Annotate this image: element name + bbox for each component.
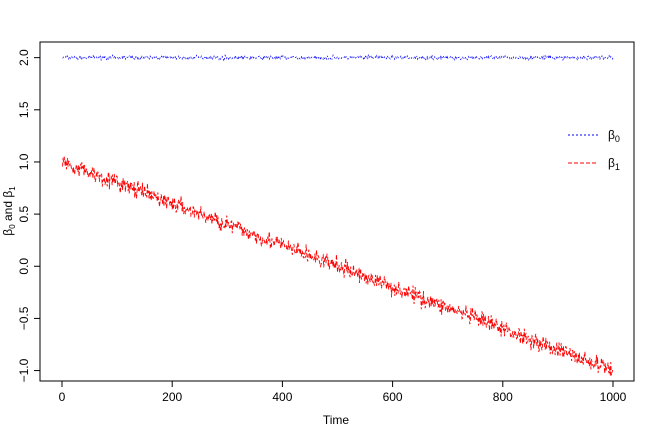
x-axis-label: Time [323,413,350,427]
legend: β0 β1 [568,128,620,172]
x-tick-label: 800 [493,390,513,404]
y-axis: −1.0 −0.5 0.0 0.5 1.0 1.5 2.0 [17,49,40,382]
x-tick-label: 200 [162,390,182,404]
y-tick-label: 2.0 [17,49,31,66]
y-tick-label: 0.5 [17,205,31,222]
legend-label: β0 [608,128,620,144]
x-tick-label: 1000 [600,390,627,404]
series-line-1 [62,156,614,376]
series-line-0 [62,53,614,62]
y-tick-label: −0.5 [17,306,31,330]
x-tick-label: 600 [383,390,403,404]
y-tick-label: 1.0 [17,153,31,170]
y-axis-label: β0 and β1 [1,186,17,236]
y-tick-label: −1.0 [17,358,31,382]
series-layer [62,53,614,376]
plot-frame [39,41,635,382]
y-tick-label: 0.0 [17,258,31,275]
legend-label: β1 [608,156,620,172]
x-tick-label: 400 [272,390,292,404]
y-tick-label: 1.5 [17,101,31,118]
x-axis: 0 200 400 600 800 1000 [59,381,627,404]
x-tick-label: 0 [59,390,66,404]
